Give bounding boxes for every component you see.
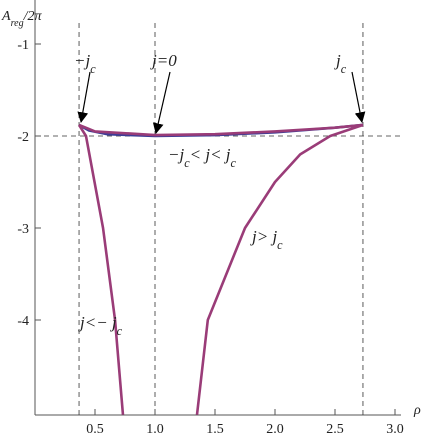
y-axis-label-part: reg (11, 18, 24, 29)
annotation-part: j=0 (150, 51, 177, 70)
annotation-part: −j (168, 145, 184, 164)
annotation: j> jc (250, 227, 283, 252)
y-tick-label: -1 (17, 38, 29, 53)
annotation-part: j (334, 51, 341, 70)
curve (195, 123, 364, 415)
y-tick-label: -2 (17, 130, 29, 145)
annotation: jc (334, 51, 347, 76)
annotation-part: c (117, 324, 123, 338)
curve (78, 123, 364, 137)
y-axis-label-part: /2π (23, 9, 43, 24)
y-axis-label-part: A (1, 9, 11, 24)
x-tick-label: 0.5 (86, 422, 104, 437)
annotation-part: < j< j (190, 145, 231, 164)
annotation: j=0 (150, 51, 177, 70)
x-tick-label: 2.5 (326, 422, 344, 437)
arrow (77, 71, 91, 124)
curve (77, 124, 125, 415)
annotation-part: c (90, 62, 96, 76)
annotation-part: c (277, 238, 283, 252)
x-axis-label: ρ (413, 403, 421, 418)
annotation-part: j> j (250, 227, 277, 246)
annotation-part: j<− j (78, 313, 117, 332)
annotation-part: −j (74, 51, 90, 70)
arrow (152, 71, 171, 135)
y-tick-label: -3 (17, 222, 29, 237)
y-axis-label: Areg/2π (1, 9, 43, 29)
x-tick-label: 2.0 (266, 422, 284, 437)
annotation-part: c (231, 156, 237, 170)
annotation-part: c (184, 156, 190, 170)
x-tick-label: 1.0 (146, 422, 164, 437)
annotation-part: c (341, 62, 347, 76)
y-tick-label: -4 (17, 314, 29, 329)
annotation: −jc (74, 51, 96, 76)
x-tick-label: 3.0 (386, 422, 404, 437)
annotation: j<− jc (78, 313, 123, 338)
arrow (351, 71, 366, 124)
annotation: −jc< j< jc (168, 145, 237, 170)
x-tick-label: 1.5 (206, 422, 224, 437)
